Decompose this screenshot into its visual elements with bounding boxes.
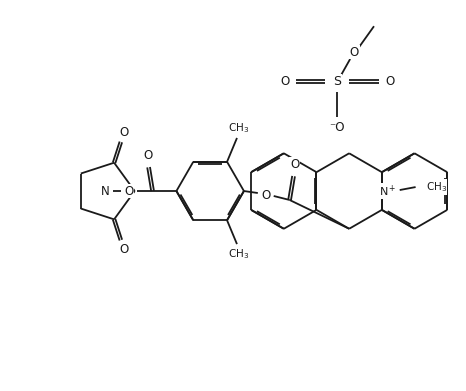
Text: O: O [280, 75, 289, 88]
Text: O: O [119, 243, 129, 256]
Text: CH$_3$: CH$_3$ [228, 247, 250, 261]
Text: ⁻O: ⁻O [329, 121, 345, 134]
Text: CH$_3$: CH$_3$ [228, 121, 250, 135]
Text: O: O [124, 185, 133, 197]
Text: O: O [290, 158, 299, 171]
Text: S: S [333, 75, 341, 88]
Text: O: O [350, 45, 359, 59]
Text: CH$_3$: CH$_3$ [425, 180, 447, 194]
Text: N$^+$: N$^+$ [379, 183, 397, 199]
Text: O: O [261, 188, 270, 201]
Text: O: O [143, 149, 152, 162]
Text: O: O [385, 75, 395, 88]
Text: N: N [101, 185, 110, 197]
Text: O: O [119, 126, 129, 139]
